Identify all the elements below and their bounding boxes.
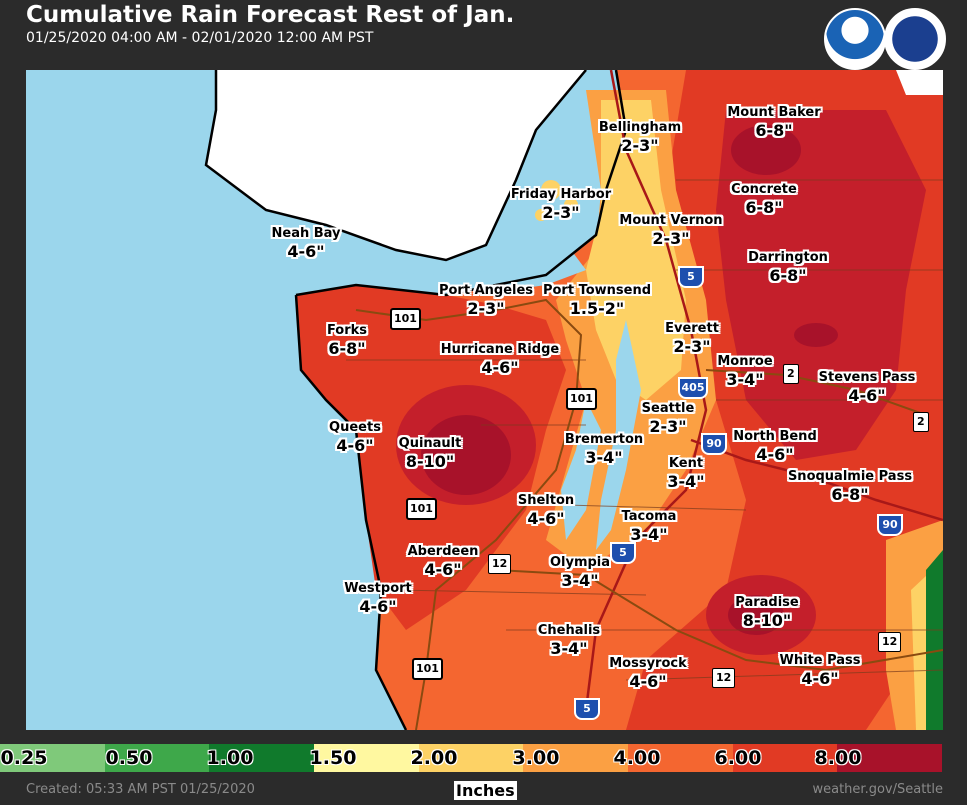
place-label: Paradise 8-10" (735, 595, 799, 630)
place-label: Everett 2-3" (665, 321, 719, 356)
legend-swatch (314, 744, 419, 772)
place-label: Monroe 3-4" (717, 354, 773, 389)
place-label: Concrete 6-8" (731, 182, 797, 217)
us101-shield-icon: 101 (406, 498, 437, 520)
map-graphic (26, 70, 943, 730)
place-label: Mount Baker 6-8" (727, 105, 821, 140)
place-label: Bremerton 3-4" (564, 432, 644, 467)
i5-shield-icon: 5 (574, 698, 600, 720)
rain-forecast-map: Bellingham 2-3" Mount Baker 6-8" Friday Ha… (26, 70, 943, 730)
legend-tick: 8.00 (814, 747, 862, 769)
place-label: Westport 4-6" (344, 581, 412, 616)
place-label: Port Angeles 2-3" (438, 283, 534, 318)
place-label: Quinault 8-10" (398, 436, 462, 471)
i5-shield-icon: 5 (678, 266, 704, 288)
place-label: White Pass 4-6" (779, 653, 861, 688)
created-timestamp: Created: 05:33 AM PST 01/25/2020 (26, 782, 255, 797)
legend-swatch (523, 744, 629, 772)
map-title: Cumulative Rain Forecast Rest of Jan. (26, 2, 515, 28)
color-legend: 0.25 0.50 1.00 1.50 2.00 3.00 4.00 6.00 … (0, 744, 943, 772)
legend-swatch (104, 744, 210, 772)
us101-shield-icon: 101 (390, 308, 421, 330)
place-label: Kent 3-4" (667, 456, 705, 491)
place-label: Hurricane Ridge 4-6" (440, 342, 560, 377)
legend-swatch (418, 744, 524, 772)
place-label: Chehalis 3-4" (537, 623, 601, 658)
place-label: Mount Vernon 2-3" (619, 213, 723, 248)
legend-units: Inches (454, 781, 517, 800)
website-link[interactable]: weather.gov/Seattle (812, 782, 943, 797)
place-label: Stevens Pass 4-6" (818, 370, 916, 405)
sr2-shield-icon: 2 (913, 412, 929, 432)
us101-shield-icon: 101 (412, 658, 443, 680)
i5-shield-icon: 5 (610, 542, 636, 564)
place-label: Darrington 6-8" (748, 250, 828, 285)
sr12-shield-icon: 12 (488, 554, 512, 574)
place-label: Seattle 2-3" (641, 401, 695, 436)
legend-swatch (732, 744, 838, 772)
valid-period: 01/25/2020 04:00 AM - 02/01/2020 12:00 A… (26, 30, 374, 46)
noaa-logo-icon: NOAA (824, 8, 886, 70)
legend-tick: 1.00 (206, 747, 254, 769)
place-label: Shelton 4-6" (517, 493, 575, 528)
i90-shield-icon: 90 (701, 433, 727, 455)
place-label: Friday Harbor 2-3" (510, 187, 612, 222)
place-label: Olympia 3-4" (549, 555, 611, 590)
sr2-shield-icon: 2 (783, 364, 799, 384)
legend-swatch (628, 744, 733, 772)
legend-swatch (209, 744, 315, 772)
place-label: Queets 4-6" (329, 420, 381, 455)
place-label: Neah Bay 4-6" (271, 226, 341, 261)
place-label: Aberdeen 4-6" (407, 544, 479, 579)
i405-shield-icon: 405 (678, 377, 708, 399)
i90-shield-icon: 90 (877, 514, 903, 536)
legend-tick: 4.00 (613, 747, 661, 769)
place-label: Forks 6-8" (326, 323, 368, 358)
place-label: North Bend 4-6" (733, 429, 817, 464)
place-label: Tacoma 3-4" (621, 509, 677, 544)
place-label: Bellingham 2-3" (598, 120, 682, 155)
nws-logo-icon (884, 8, 946, 70)
legend-tick: 3.00 (512, 747, 560, 769)
legend-tick: 0.50 (105, 747, 153, 769)
legend-tick: 0.25 (0, 747, 48, 769)
place-label: Mossyrock 4-6" (609, 656, 687, 691)
us101-shield-icon: 101 (566, 388, 597, 410)
legend-tick: 6.00 (714, 747, 762, 769)
legend-tick: 2.00 (410, 747, 458, 769)
place-label: Snoqualmie Pass 6-8" (787, 469, 913, 504)
sr12-shield-icon: 12 (712, 668, 736, 688)
sr12-shield-icon: 12 (878, 632, 902, 652)
legend-swatch (0, 744, 105, 772)
place-label: Port Townsend 1.5-2" (542, 283, 652, 318)
legend-tick: 1.50 (309, 747, 357, 769)
legend-swatch (837, 744, 943, 772)
